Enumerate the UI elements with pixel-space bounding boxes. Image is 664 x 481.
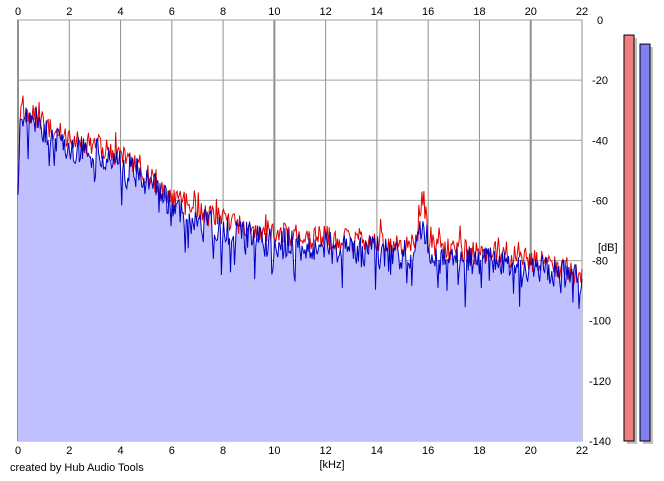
level-meter-bar [639,43,651,442]
y-tick-label: -140 [589,436,611,448]
x-ticks-bottom: 0 2 4 6 8 10 12 14 16 18 20 22 [15,445,588,457]
credit-text: created by Hub Audio Tools [10,462,144,474]
level-meters [623,34,653,445]
y-tick-label: -60 [592,195,608,207]
y-unit-label: [dB] [598,242,618,254]
x-tick-label-bottom: 6 [169,445,175,457]
x-tick-label-top: 12 [320,6,332,18]
y-tick-label: -120 [589,376,611,388]
y-tick-label: 0 [597,15,603,27]
spectrum-lines [17,95,583,309]
spectrum-fill [18,107,582,441]
x-tick-label-bottom: 4 [117,445,123,457]
y-tick-label: -100 [589,316,611,328]
level-meter-bar [623,34,635,442]
x-tick-label-bottom: 16 [422,445,434,457]
x-tick-label-top: 20 [525,6,537,18]
x-tick-label-top: 10 [268,6,280,18]
x-tick-label-top: 18 [473,6,485,18]
x-tick-label-bottom: 22 [576,445,588,457]
x-tick-label-bottom: 10 [268,445,280,457]
x-tick-label-top: 14 [371,6,383,18]
x-tick-label-top: 22 [576,6,588,18]
x-unit-label: [kHz] [319,459,344,471]
x-tick-label-bottom: 0 [15,445,21,457]
x-tick-label-bottom: 2 [66,445,72,457]
x-tick-label-top: 16 [422,6,434,18]
x-tick-label-bottom: 8 [220,445,226,457]
series-line-blue [17,107,583,309]
x-ticks-top: 0 2 4 6 8 10 12 14 16 18 20 22 [15,6,588,18]
x-tick-label-top: 2 [66,6,72,18]
x-tick-label-top: 6 [169,6,175,18]
y-tick-label: -80 [592,256,608,268]
x-tick-label-top: 4 [117,6,123,18]
x-tick-label-bottom: 14 [371,445,383,457]
spectrum-area [18,107,582,441]
x-tick-label-top: 8 [220,6,226,18]
y-tick-label: -20 [592,75,608,87]
x-tick-label-bottom: 18 [473,445,485,457]
y-tick-label: -40 [592,135,608,147]
x-tick-label-top: 0 [15,6,21,18]
x-tick-label-bottom: 12 [320,445,332,457]
x-tick-label-bottom: 20 [525,445,537,457]
y-ticks: 0 -20 -40 -60 -80 -100 -120 -140 [589,15,611,448]
